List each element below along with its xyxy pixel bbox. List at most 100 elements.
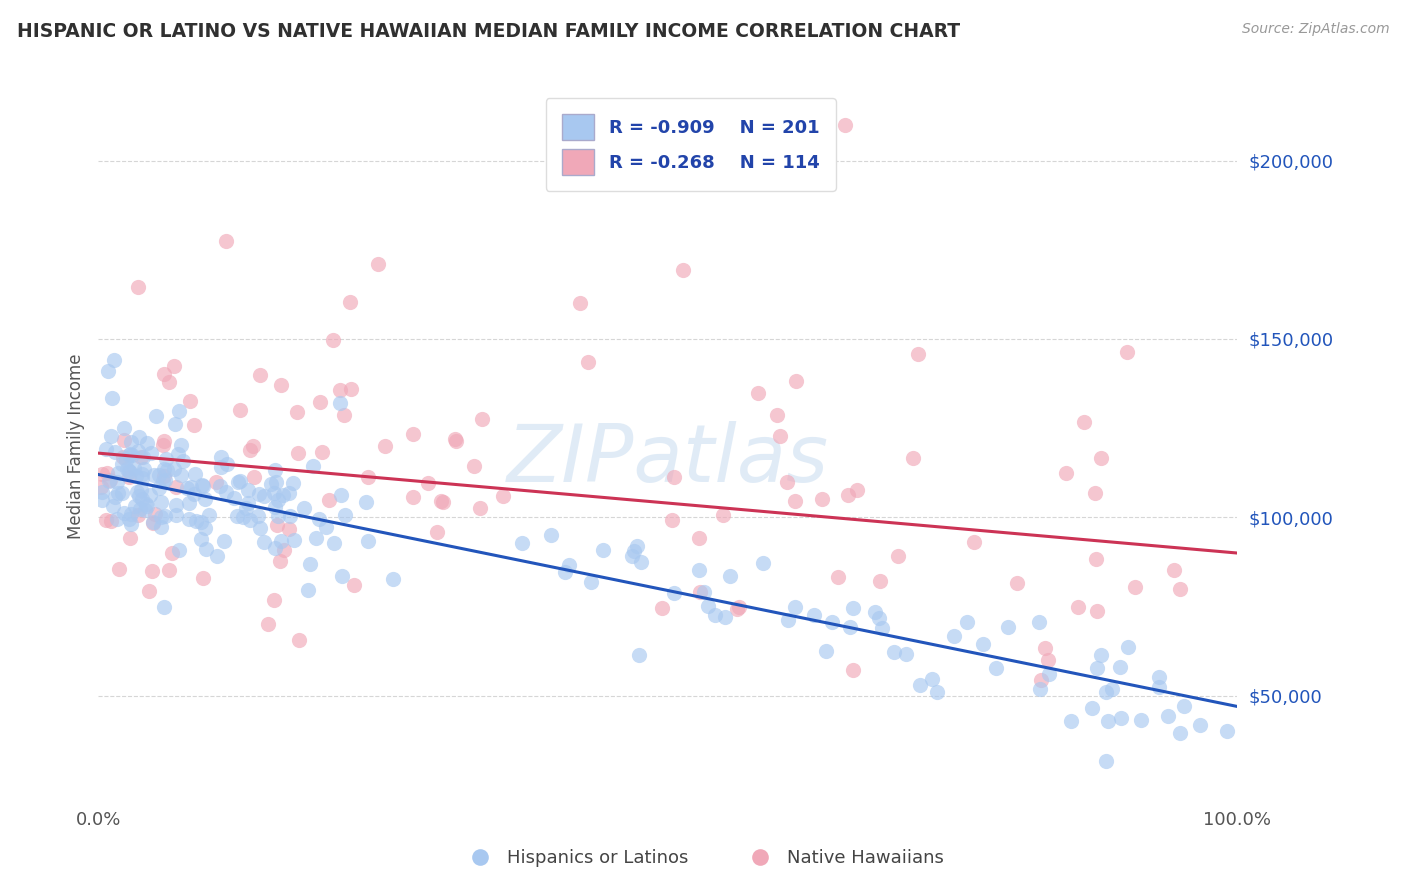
Point [153, 600, 176, 615]
Point [179, 394, 201, 409]
Point [127, 444, 149, 458]
Point [145, 409, 167, 424]
Point [827, 570, 849, 584]
Point [120, 447, 142, 461]
Point [278, 508, 301, 523]
Point [235, 500, 257, 515]
Point [1101, 681, 1123, 696]
Point [104, 490, 127, 504]
Point [956, 615, 979, 630]
Point [128, 430, 150, 444]
Point [693, 584, 716, 599]
Point [863, 606, 886, 620]
Point [100, 429, 122, 443]
Point [111, 450, 134, 465]
Point [783, 599, 806, 614]
Point [270, 534, 292, 549]
Point [803, 607, 825, 622]
Point [180, 480, 202, 494]
Point [942, 629, 965, 643]
Point [260, 476, 283, 491]
Point [886, 549, 908, 563]
Point [1085, 661, 1108, 675]
Point [103, 499, 125, 513]
Point [834, 118, 856, 132]
Point [925, 685, 948, 699]
Point [90, 479, 112, 493]
Point [152, 474, 174, 488]
Point [868, 611, 890, 625]
Text: ZIPatlas: ZIPatlas [506, 421, 830, 500]
Point [249, 368, 271, 382]
Point [273, 542, 295, 557]
Point [157, 375, 180, 389]
Point [131, 492, 153, 507]
Y-axis label: Median Family Income: Median Family Income [66, 353, 84, 539]
Point [1073, 415, 1095, 429]
Point [883, 645, 905, 659]
Legend: Hispanics or Latinos, Native Hawaiians: Hispanics or Latinos, Native Hawaiians [454, 842, 952, 874]
Point [842, 663, 865, 677]
Point [183, 486, 205, 500]
Point [141, 564, 163, 578]
Point [689, 585, 711, 599]
Point [163, 417, 186, 431]
Point [124, 461, 146, 475]
Point [91, 467, 114, 481]
Point [292, 500, 315, 515]
Point [1149, 670, 1171, 684]
Point [278, 521, 301, 535]
Point [128, 489, 150, 503]
Point [90, 492, 112, 507]
Point [718, 569, 741, 583]
Point [177, 496, 200, 510]
Point [1215, 724, 1237, 739]
Point [127, 280, 149, 294]
Point [1147, 680, 1170, 694]
Point [153, 434, 176, 448]
Point [285, 405, 308, 419]
Point [94, 442, 117, 456]
Point [172, 453, 194, 467]
Point [311, 445, 333, 459]
Point [143, 507, 166, 521]
Point [136, 500, 159, 514]
Point [253, 489, 276, 503]
Point [1095, 685, 1118, 699]
Point [224, 491, 246, 505]
Point [997, 620, 1019, 634]
Point [214, 234, 236, 248]
Point [1060, 714, 1083, 728]
Point [107, 466, 129, 480]
Point [651, 600, 673, 615]
Point [267, 508, 290, 523]
Point [194, 492, 217, 507]
Point [209, 479, 232, 493]
Point [150, 519, 173, 533]
Point [267, 493, 290, 508]
Point [569, 295, 592, 310]
Point [299, 557, 322, 571]
Point [115, 462, 138, 476]
Point [814, 644, 837, 658]
Point [129, 483, 152, 497]
Point [1083, 486, 1105, 500]
Point [135, 498, 157, 512]
Point [1036, 653, 1059, 667]
Point [120, 465, 142, 479]
Point [578, 355, 600, 369]
Point [264, 475, 287, 489]
Point [402, 490, 425, 504]
Point [907, 347, 929, 361]
Point [908, 678, 931, 692]
Point [139, 488, 162, 502]
Point [103, 353, 125, 368]
Point [727, 599, 749, 614]
Point [205, 549, 228, 564]
Point [468, 501, 491, 516]
Point [1033, 640, 1056, 655]
Point [696, 599, 718, 613]
Point [288, 632, 311, 647]
Point [176, 481, 198, 495]
Point [118, 465, 141, 479]
